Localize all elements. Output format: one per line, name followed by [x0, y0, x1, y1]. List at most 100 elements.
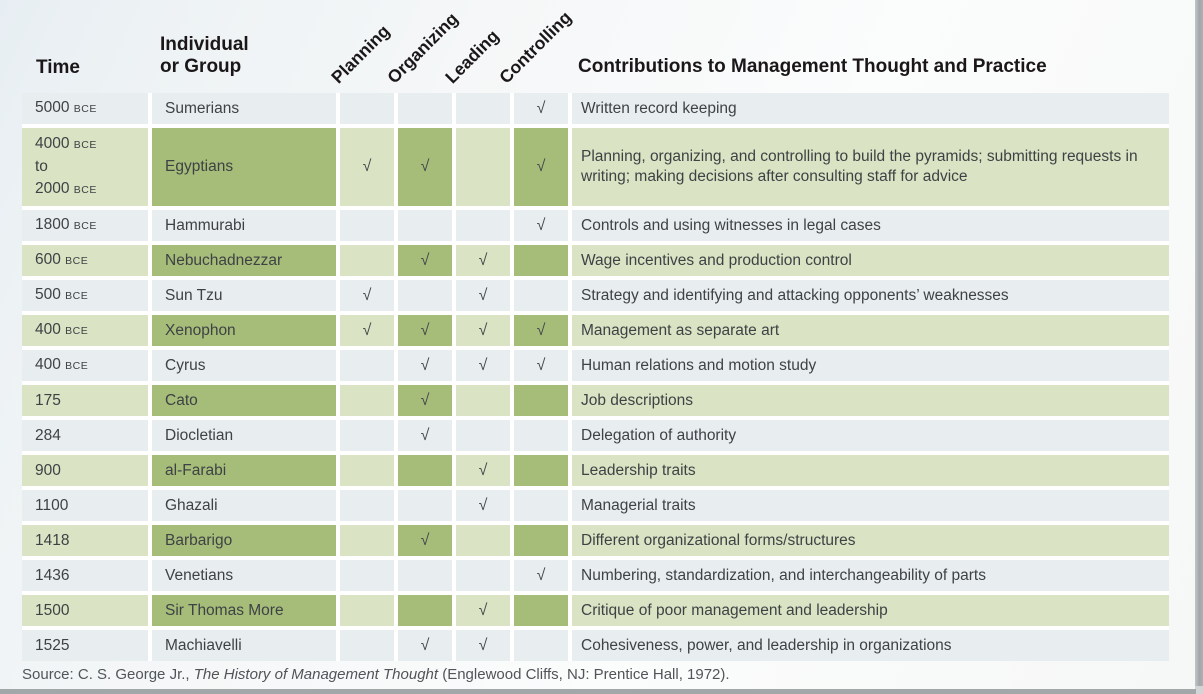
column-header-controlling: Controlling: [495, 7, 576, 88]
time-cell: 900: [22, 455, 148, 486]
check-cell-leading: [456, 93, 510, 124]
time-value: 1525: [35, 636, 70, 654]
time-cell: 400 BCE: [22, 350, 148, 381]
time-value: 400: [35, 356, 66, 373]
era-label: BCE: [73, 220, 97, 232]
contribution-cell: Planning, organizing, and controlling to…: [572, 128, 1169, 206]
time-cell: 5000 BCE: [22, 93, 148, 124]
contribution-cell: Written record keeping: [572, 93, 1169, 124]
check-cell-planning: [340, 245, 394, 276]
individual-or-group-cell: Diocletian: [152, 420, 336, 451]
era-label: BCE: [65, 290, 89, 302]
check-cell-controlling: √: [514, 210, 568, 241]
check-cell-planning: [340, 595, 394, 626]
check-cell-controlling: √: [514, 315, 568, 346]
contribution-cell: Different organizational forms/structure…: [572, 525, 1169, 556]
table-row: 1525 Machiavelli √ √ Cohesiveness, power, an…: [22, 630, 1169, 661]
contribution-cell: Delegation of authority: [572, 420, 1169, 451]
contribution-cell: Numbering, standardization, and intercha…: [572, 560, 1169, 591]
time-value: 500: [35, 286, 66, 303]
contribution-cell: Job descriptions: [572, 385, 1169, 416]
column-header-time: Time: [36, 57, 81, 78]
table-row: 5000 BCE Sumerians √ Written record keeping: [22, 93, 1169, 124]
column-header-individual-line2: or Group: [160, 56, 242, 77]
source-prefix: Source: C. S. George Jr.,: [22, 666, 194, 683]
check-cell-leading: √: [456, 595, 510, 626]
check-cell-controlling: [514, 595, 568, 626]
contribution-cell: Strategy and identifying and attacking o…: [572, 280, 1169, 311]
check-cell-planning: [340, 210, 394, 241]
individual-or-group-cell: Ghazali: [152, 490, 336, 521]
check-cell-organizing: [398, 455, 452, 486]
management-history-table: 5000 BCE Sumerians √ Written record keeping…: [22, 93, 1169, 661]
check-cell-controlling: √: [514, 560, 568, 591]
table-row: 284 Diocletian √ Delegation of authority: [22, 420, 1169, 451]
check-cell-planning: [340, 420, 394, 451]
time-cell: 600 BCE: [22, 245, 148, 276]
check-cell-controlling: [514, 245, 568, 276]
era-label: BCE: [65, 325, 89, 337]
table-row: 400 BCE Cyrus √ √ √ Human relations and motio…: [22, 350, 1169, 381]
time-value: 900: [35, 461, 61, 479]
table-row: 1418 Barbarigo √ Different organizational f…: [22, 525, 1169, 556]
time-value: 600: [35, 251, 66, 268]
column-header-individual-line1: Individual: [160, 34, 249, 55]
check-cell-leading: [456, 128, 510, 206]
check-cell-organizing: [398, 560, 452, 591]
era-label: BCE: [65, 360, 89, 372]
table-row: 1500 Sir Thomas More √ Critique of poor man…: [22, 595, 1169, 626]
individual-or-group-cell: Cato: [152, 385, 336, 416]
check-cell-leading: √: [456, 455, 510, 486]
time-value: 1100: [35, 496, 69, 514]
time-value: 1418: [35, 531, 70, 549]
check-cell-organizing: [398, 490, 452, 521]
check-cell-controlling: [514, 385, 568, 416]
time-value: 2000: [35, 180, 74, 197]
time-cell: 1418: [22, 525, 148, 556]
time-cell: 284: [22, 420, 148, 451]
individual-or-group-cell: Machiavelli: [152, 630, 336, 661]
check-cell-organizing: [398, 210, 452, 241]
check-cell-controlling: √: [514, 93, 568, 124]
check-cell-controlling: [514, 490, 568, 521]
table-row: 4000 BCE to 2000 BCE Egyptians √ √ √ Planning, …: [22, 128, 1169, 206]
time-cell: 1436: [22, 560, 148, 591]
page-edge-corner: [1195, 686, 1203, 694]
check-cell-controlling: [514, 630, 568, 661]
era-label: BCE: [73, 139, 97, 151]
check-cell-organizing: [398, 595, 452, 626]
contribution-cell: Cohesiveness, power, and leadership in o…: [572, 630, 1169, 661]
era-label: BCE: [73, 103, 97, 115]
time-cell: 1525: [22, 630, 148, 661]
individual-or-group-cell: Egyptians: [152, 128, 336, 206]
time-cell: 175: [22, 385, 148, 416]
time-value: 400: [35, 321, 66, 338]
check-cell-leading: [456, 525, 510, 556]
check-cell-controlling: √: [514, 128, 568, 206]
check-cell-leading: √: [456, 245, 510, 276]
individual-or-group-cell: Sun Tzu: [152, 280, 336, 311]
check-cell-organizing: √: [398, 525, 452, 556]
check-cell-leading: [456, 420, 510, 451]
time-cell: 500 BCE: [22, 280, 148, 311]
table-row: 175 Cato √ Job descriptions: [22, 385, 1169, 416]
contribution-cell: Managerial traits: [572, 490, 1169, 521]
check-cell-leading: [456, 560, 510, 591]
check-cell-leading: √: [456, 280, 510, 311]
check-cell-organizing: √: [398, 385, 452, 416]
individual-or-group-cell: Barbarigo: [152, 525, 336, 556]
check-cell-planning: [340, 350, 394, 381]
time-cell: 1800 BCE: [22, 210, 148, 241]
table-row: 1436 Venetians √ Numbering, standardization…: [22, 560, 1169, 591]
page-edge-right-bar: [1195, 0, 1203, 686]
individual-or-group-cell: Sumerians: [152, 93, 336, 124]
time-cell: 1100: [22, 490, 148, 521]
contribution-cell: Leadership traits: [572, 455, 1169, 486]
check-cell-organizing: √: [398, 245, 452, 276]
check-cell-leading: √: [456, 630, 510, 661]
check-cell-controlling: √: [514, 350, 568, 381]
time-value: 284: [35, 426, 61, 444]
time-value: 5000: [35, 99, 74, 116]
check-cell-planning: [340, 560, 394, 591]
source-citation: Source: C. S. George Jr., The History of…: [22, 666, 730, 683]
